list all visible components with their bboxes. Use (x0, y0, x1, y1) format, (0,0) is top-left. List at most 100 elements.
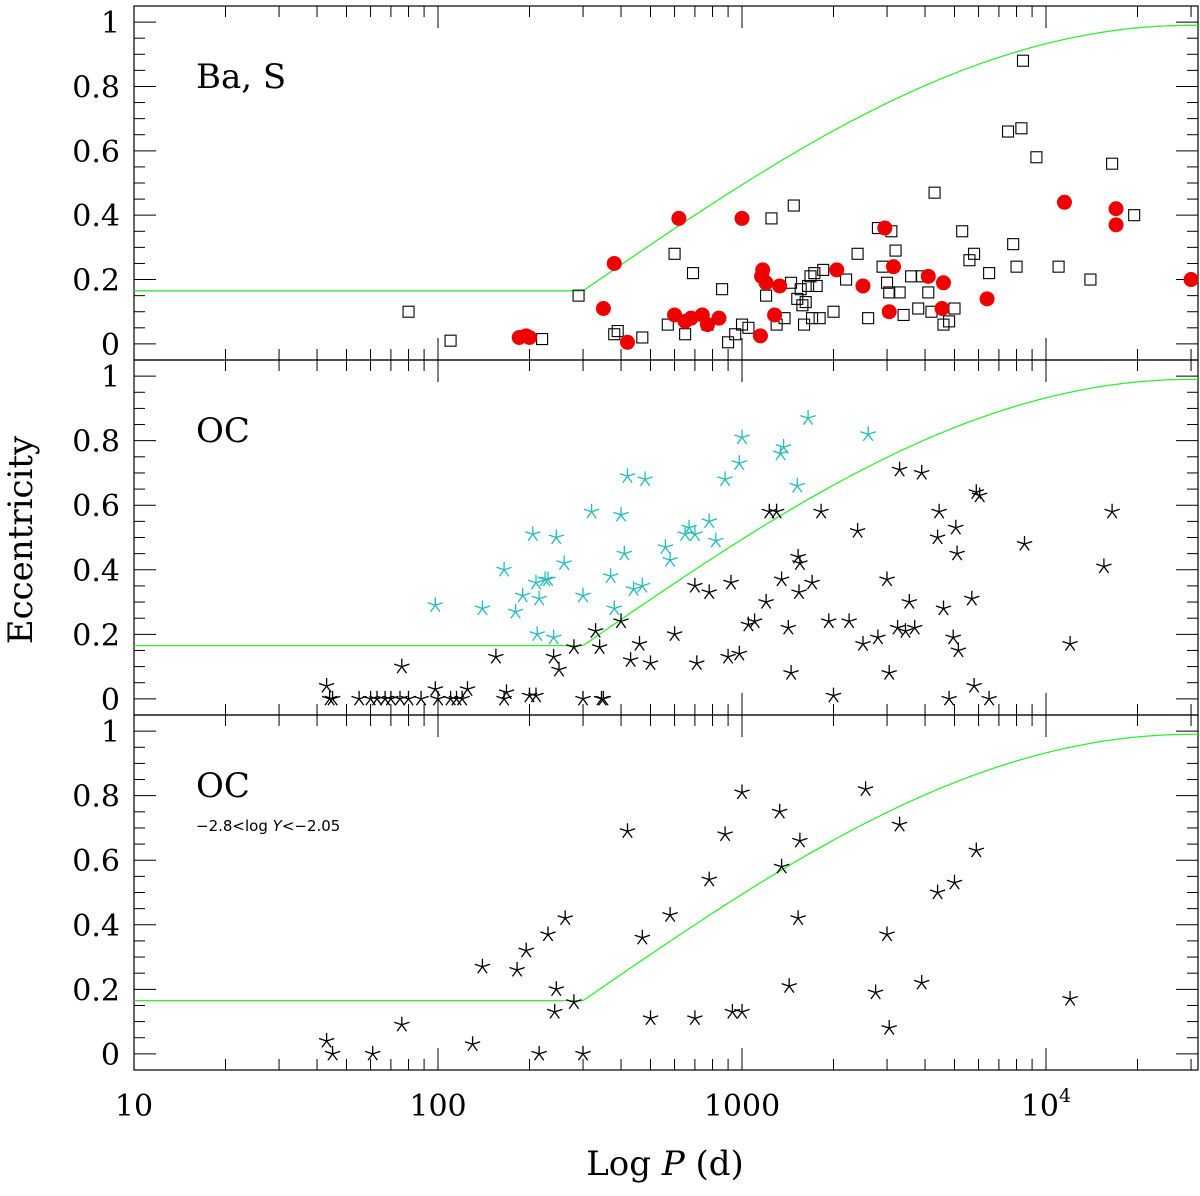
y-tick-label: 0.4 (72, 554, 120, 589)
data-point-square (668, 247, 681, 260)
sublabel-variable: Y (273, 817, 284, 835)
data-point-star (781, 978, 798, 993)
data-point-star (430, 690, 446, 706)
data-point-star (687, 1010, 703, 1026)
data-point-circle (606, 255, 622, 271)
y-axis-title: Eccentricity (1, 435, 41, 644)
y-tick-label: 1 (101, 715, 120, 750)
data-point-star (556, 555, 573, 571)
data-point-square (817, 263, 830, 276)
series-star-black (318, 781, 1078, 1061)
data-point-circle (935, 275, 951, 291)
data-point-square (1052, 260, 1065, 273)
data-point-square (813, 312, 826, 325)
data-point-star (780, 619, 797, 635)
data-point-star (773, 858, 790, 874)
data-point-star (879, 571, 895, 587)
data-point-circle (920, 268, 936, 284)
data-point-star (619, 823, 636, 839)
data-point-star (860, 426, 876, 442)
data-point-star (791, 584, 807, 600)
data-point-circle (699, 317, 715, 333)
data-point-square (883, 286, 896, 299)
data-point-star (792, 555, 808, 571)
data-point-square (956, 225, 969, 238)
data-point-star (723, 574, 739, 590)
data-point-star (947, 519, 964, 535)
data-point-star (881, 665, 897, 680)
data-point-square (905, 270, 918, 283)
data-point-star (642, 655, 659, 671)
data-point-star (768, 503, 785, 519)
data-point-square (636, 331, 649, 344)
data-point-circle (877, 220, 893, 236)
data-point-star (595, 690, 612, 706)
data-point-star (509, 962, 525, 977)
data-point-star (935, 600, 952, 616)
data-point-star (891, 461, 908, 477)
data-point-star (642, 1010, 659, 1026)
data-point-star (528, 687, 544, 703)
data-point-star (613, 506, 629, 522)
data-point-star (634, 929, 651, 945)
data-point-square (735, 318, 749, 331)
data-point-star (881, 1020, 897, 1035)
data-point-star (622, 652, 639, 667)
data-point-star (400, 690, 417, 706)
data-point-square (796, 299, 809, 312)
envelope-curve (134, 378, 1198, 647)
data-point-circle (934, 301, 950, 317)
y-tick-label: 0.6 (72, 135, 120, 170)
data-point-star (531, 590, 547, 606)
data-point-star (662, 552, 678, 567)
sublabel-part: −2.8<log (196, 817, 273, 835)
data-point-circle (1056, 194, 1072, 210)
sublabel-part: <−2.05 (282, 817, 341, 835)
data-point-square (686, 267, 700, 280)
data-point-star (474, 600, 491, 616)
data-point-star (820, 613, 837, 629)
data-point-star (966, 678, 982, 693)
x-tick-label: 104 (1021, 1085, 1071, 1124)
data-point-star (657, 539, 674, 555)
data-point-star (949, 545, 965, 561)
data-point-star (804, 574, 820, 590)
data-point-square (729, 328, 742, 341)
data-point-star (906, 619, 923, 635)
data-point-star (459, 681, 476, 697)
data-point-square (827, 305, 840, 318)
data-point-star (771, 803, 788, 819)
data-point-star (720, 648, 736, 664)
data-point-square (963, 254, 976, 267)
y-tick-label: 0.4 (72, 909, 120, 944)
envelope-curve (134, 24, 1198, 292)
y-tick-label: 0.6 (72, 489, 120, 524)
data-point-circle (855, 278, 871, 294)
y-tick-label: 0 (101, 328, 120, 363)
y-tick-label: 1 (101, 360, 120, 395)
data-point-star (945, 629, 961, 645)
data-point-star (454, 690, 470, 706)
data-point-star (548, 981, 565, 997)
data-point-square (799, 296, 812, 309)
data-point-circle (755, 262, 771, 278)
data-point-star (929, 884, 946, 900)
data-point-circle (619, 334, 635, 350)
data-point-star (870, 629, 886, 645)
data-point-star (602, 568, 619, 584)
data-point-star (701, 871, 718, 887)
data-point-star (662, 907, 678, 922)
data-point-star (413, 690, 429, 706)
series-circle-filled-red (511, 194, 1198, 350)
data-point-star (427, 681, 444, 697)
y-tick-label: 0 (101, 1038, 120, 1073)
data-point-star (913, 465, 930, 480)
y-tick-label: 0.2 (72, 618, 120, 653)
data-point-square (802, 279, 815, 293)
data-point-star (613, 613, 629, 629)
data-point-star (825, 687, 842, 703)
data-point-star (474, 958, 491, 974)
data-point-square (851, 247, 864, 260)
